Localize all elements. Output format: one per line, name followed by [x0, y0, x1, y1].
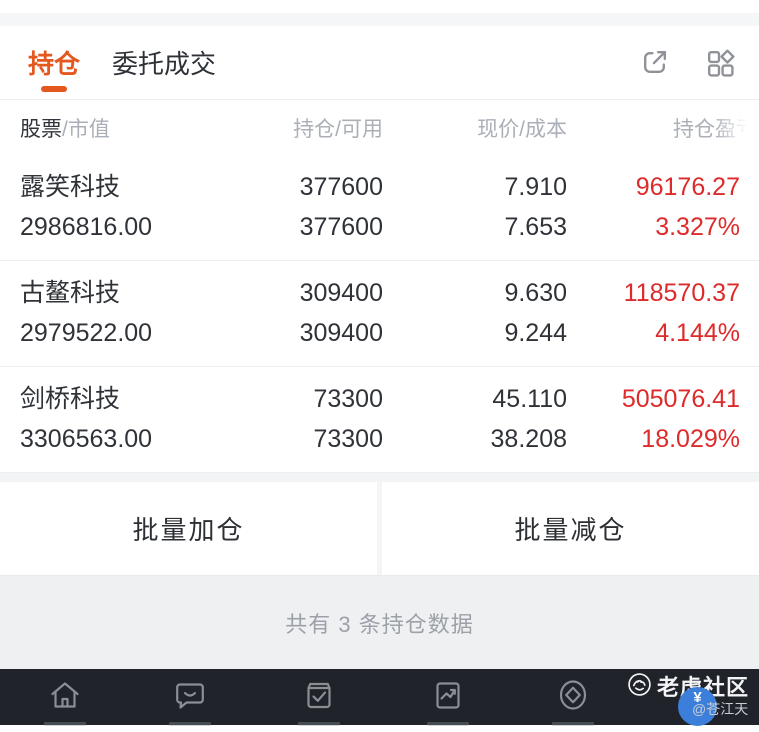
bottom-nav-bar: 老虎社区 ¥ @苍江天	[0, 669, 759, 726]
position-qty: 377600	[299, 173, 383, 201]
header-price-cost: 现价/成本	[477, 117, 567, 141]
position-qty: 309400	[299, 279, 383, 307]
top-spacer	[0, 0, 759, 13]
home-icon	[51, 682, 79, 708]
table-header: 股票/市值 持仓/可用 现价/成本 持仓盈亏	[0, 100, 759, 155]
stock-name: 露笑科技	[20, 173, 121, 201]
table-row[interactable]: 古鳌科技 2979522.00 309400 309400 9.630 9.24…	[0, 261, 759, 367]
summary-text: 共有 3 条持仓数据	[285, 611, 474, 637]
pnl-amount: 505076.41	[621, 385, 740, 413]
watermark-avatar: ¥	[678, 687, 717, 726]
nav-discover[interactable]	[552, 676, 594, 726]
stock-name: 古鳌科技	[20, 279, 121, 307]
cost-price: 9.244	[504, 319, 567, 347]
pnl-percent: 4.144%	[655, 319, 740, 347]
pnl-percent: 18.029%	[641, 425, 740, 453]
nav-label-cutoff	[44, 722, 86, 726]
position-qty: 73300	[313, 385, 383, 413]
current-price: 7.910	[504, 173, 567, 201]
nav-home[interactable]	[44, 676, 86, 726]
tab-bar: 持仓 委托成交	[0, 26, 759, 100]
nav-label-cutoff	[298, 722, 340, 726]
positions-summary: 共有 3 条持仓数据	[0, 576, 759, 669]
pnl-percent: 3.327%	[655, 213, 740, 241]
section-gap-strip	[0, 13, 759, 26]
nav-label-cutoff	[552, 722, 594, 726]
quotes-chart-icon	[436, 682, 460, 709]
nav-label-cutoff	[427, 722, 469, 726]
cost-price: 38.208	[490, 425, 567, 453]
watermark-handle: @苍江天	[692, 701, 749, 717]
batch-reduce-button[interactable]: 批量减仓	[382, 482, 759, 575]
nav-quotes[interactable]	[427, 676, 469, 726]
share-icon[interactable]	[639, 47, 670, 78]
current-price: 45.110	[492, 385, 567, 413]
market-value: 2979522.00	[20, 319, 153, 347]
available-qty: 73300	[313, 425, 383, 453]
header-pnl: 持仓盈亏	[673, 117, 757, 141]
market-value: 2986816.00	[20, 213, 153, 241]
yuan-symbol: ¥	[693, 689, 702, 706]
pnl-amount: 96176.27	[635, 173, 740, 201]
current-price: 9.630	[504, 279, 567, 307]
header-stock-marketvalue: 股票/市值	[20, 117, 110, 141]
tiger-community-logo-icon	[628, 673, 651, 696]
batch-actions: 批量加仓 批量减仓	[0, 482, 759, 576]
discover-diamond-icon	[559, 680, 587, 710]
available-qty: 309400	[299, 319, 383, 347]
community-chat-icon	[176, 683, 204, 709]
pnl-amount: 118570.37	[623, 279, 740, 307]
nav-community[interactable]	[169, 676, 211, 726]
nav-label-cutoff	[169, 722, 211, 726]
available-qty: 377600	[299, 213, 383, 241]
cost-price: 7.653	[504, 213, 567, 241]
market-value: 3306563.00	[20, 425, 153, 453]
stock-name: 剑桥科技	[20, 385, 121, 413]
grid-layout-icon[interactable]	[704, 47, 735, 78]
header-position-available: 持仓/可用	[293, 117, 383, 141]
table-row[interactable]: 剑桥科技 3306563.00 73300 73300 45.110 38.20…	[0, 367, 759, 473]
nav-trade[interactable]	[298, 676, 340, 726]
tab-positions[interactable]: 持仓	[28, 26, 80, 99]
tab-orders[interactable]: 委托成交	[112, 49, 217, 79]
section-gap-strip	[0, 473, 759, 482]
trade-box-check-icon	[307, 682, 331, 709]
batch-add-button[interactable]: 批量加仓	[0, 482, 377, 575]
table-row[interactable]: 露笑科技 2986816.00 377600 377600 7.910 7.65…	[0, 155, 759, 261]
button-divider	[377, 482, 382, 575]
